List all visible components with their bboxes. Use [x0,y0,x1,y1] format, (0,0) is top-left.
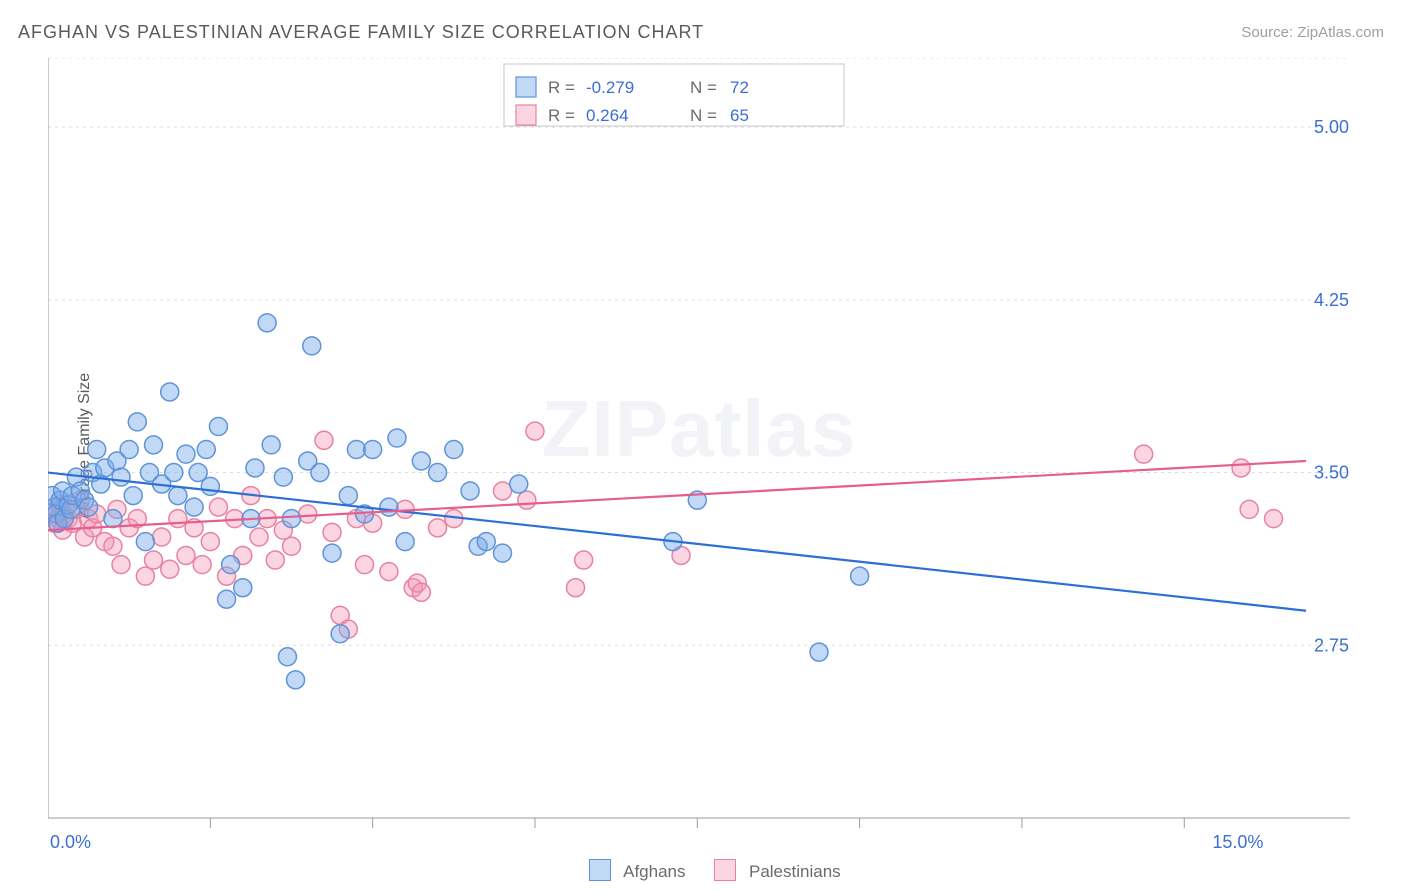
svg-text:0.0%: 0.0% [50,832,91,848]
chart-area: ZIPatlas 2.753.504.255.000.0%15.0%R =-0.… [48,58,1350,848]
svg-text:R =: R = [548,78,575,97]
svg-text:4.25: 4.25 [1314,290,1349,310]
legend-swatch-afghans [589,859,611,881]
source-attribution: Source: ZipAtlas.com [1241,24,1384,41]
svg-text:-0.279: -0.279 [586,78,634,97]
chart-title: AFGHAN VS PALESTINIAN AVERAGE FAMILY SIZ… [18,22,704,43]
svg-text:N =: N = [690,106,717,125]
svg-text:5.00: 5.00 [1314,117,1349,137]
svg-text:72: 72 [730,78,749,97]
source-label: Source: [1241,24,1297,41]
svg-text:R =: R = [548,106,575,125]
svg-text:N =: N = [690,78,717,97]
legend-label-afghans: Afghans [623,862,685,881]
svg-text:0.264: 0.264 [586,106,629,125]
svg-text:15.0%: 15.0% [1212,832,1263,848]
scatter-chart: 2.75 3.50 4.25 5.00 0.0% 15.0% R = -0.279 N = 72 R… [48,58,1350,848]
bottom-legend: Afghans Palestinians [0,859,1406,882]
svg-text:65: 65 [730,106,749,125]
svg-text:2.75: 2.75 [1314,635,1349,655]
source-link[interactable]: ZipAtlas.com [1297,24,1384,41]
legend-swatch-palestinians [714,859,736,881]
legend-label-palestinians: Palestinians [749,862,841,881]
svg-text:3.50: 3.50 [1314,463,1349,483]
